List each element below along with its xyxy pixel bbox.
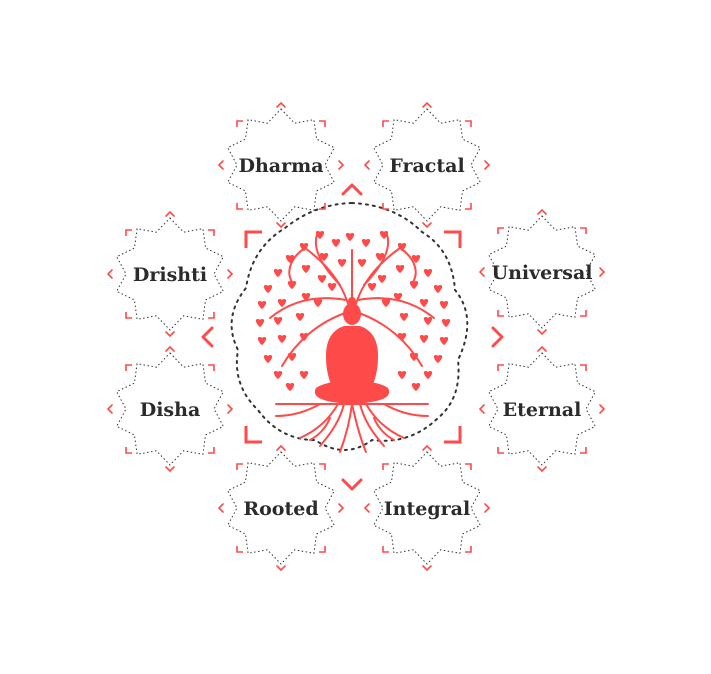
node-chevrons: [217, 101, 345, 229]
node-label-fractal: Fractal: [389, 155, 464, 177]
node-corner-brackets: [236, 463, 326, 553]
center-corner-brackets: [244, 230, 462, 444]
node-dotted-outline: [227, 108, 335, 222]
chevron-down-icon: [341, 478, 363, 491]
node-label-disha: Disha: [140, 399, 201, 421]
node-rooted: Rooted: [217, 444, 345, 572]
node-dharma: Dharma: [217, 101, 345, 229]
node-label-dharma: Dharma: [238, 155, 323, 177]
node-corner-brackets: [236, 120, 326, 210]
buddha-under-bodhi-tree-icon: [255, 230, 451, 453]
node-dotted-outline: [488, 352, 596, 466]
node-dotted-outline: [373, 451, 481, 565]
node-fractal: Fractal: [363, 101, 491, 229]
node-chevrons: [106, 210, 234, 338]
node-dotted-outline: [373, 108, 481, 222]
node-corner-brackets: [497, 227, 587, 317]
node-label-eternal: Eternal: [503, 399, 582, 421]
node-corner-brackets: [497, 364, 587, 454]
node-chevrons: [363, 444, 491, 572]
chevron-up-icon: [341, 183, 363, 196]
node-chevrons: [106, 345, 234, 473]
node-dotted-outline: [116, 352, 224, 466]
node-corner-brackets: [382, 463, 472, 553]
node-dotted-outline: [488, 215, 596, 329]
node-chevrons: [363, 101, 491, 229]
node-corner-brackets: [125, 229, 215, 319]
node-chevrons: [217, 444, 345, 572]
node-dotted-outline: [116, 217, 224, 331]
concept-nodes: Dharma Fractal Drishti Universal Disha Eterna…: [106, 101, 606, 572]
node-dotted-outline: [227, 451, 335, 565]
node-corner-brackets: [382, 120, 472, 210]
buddha-silhouette: [314, 297, 390, 404]
chevron-right-icon: [491, 326, 504, 348]
node-label-universal: Universal: [492, 262, 593, 284]
node-drishti: Drishti: [106, 210, 234, 338]
chevron-left-icon: [201, 326, 214, 348]
node-integral: Integral: [363, 444, 491, 572]
node-eternal: Eternal: [478, 345, 606, 473]
node-label-integral: Integral: [384, 498, 470, 520]
node-universal: Universal: [478, 208, 606, 336]
center-dotted-outline: [230, 201, 469, 451]
node-disha: Disha: [106, 345, 234, 473]
node-chevrons: [478, 208, 606, 336]
center-emblem: [201, 183, 504, 491]
tree-roots: [275, 403, 429, 453]
node-corner-brackets: [125, 364, 215, 454]
node-label-drishti: Drishti: [133, 264, 207, 286]
center-chevrons: [201, 183, 504, 491]
node-label-rooted: Rooted: [243, 498, 318, 520]
node-chevrons: [478, 345, 606, 473]
